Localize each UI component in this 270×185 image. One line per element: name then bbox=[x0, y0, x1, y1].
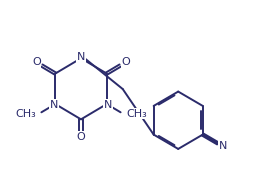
Text: O: O bbox=[32, 57, 41, 67]
Text: N: N bbox=[219, 142, 227, 152]
Text: CH₃: CH₃ bbox=[126, 109, 147, 119]
Text: O: O bbox=[121, 57, 130, 67]
Text: O: O bbox=[77, 132, 85, 142]
Text: N: N bbox=[77, 52, 85, 62]
Text: N: N bbox=[50, 100, 58, 110]
Text: N: N bbox=[104, 100, 112, 110]
Text: CH₃: CH₃ bbox=[15, 109, 36, 119]
